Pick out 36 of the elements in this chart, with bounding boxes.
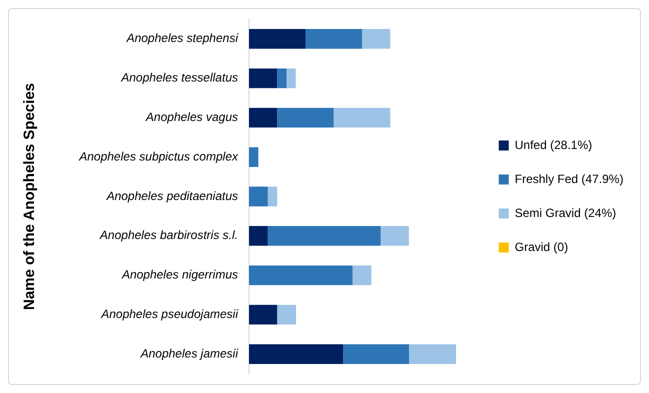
bar [249,226,268,246]
y-tick-label: Anopheles nigerrimus [120,268,238,282]
bar [362,29,390,49]
y-tick-label: Anopheles tessellatus [120,70,238,85]
bar [249,186,268,206]
y-tick-label: Anopheles barbirostris s.l. [98,228,238,242]
y-tick-label: Anopheles vagus [144,110,238,124]
bar [249,344,344,364]
legend-label: Gravid (0) [514,240,568,254]
y-tick-label: Anopheles subpictus complex [78,149,239,164]
bar [249,147,258,167]
bar [277,304,296,325]
bar [277,68,286,88]
bar [268,226,381,246]
bar [343,344,410,364]
bar [306,29,362,49]
bar [409,344,456,364]
y-tick-label: Anopheles pseudojamesii [100,307,238,322]
bar [249,68,278,88]
legend-label: Unfed (28.1%) [514,138,592,152]
bar [277,108,334,128]
y-tick-label: Anopheles stephensi [126,31,238,46]
y-tick-label: Anopheles jamesii [140,346,238,360]
bar [380,226,409,246]
legend-label: Freshly Fed (47.9%) [514,172,624,186]
bar [249,265,353,286]
bar [334,108,390,128]
bar [249,29,306,49]
bar [286,68,296,88]
bar [352,265,372,286]
bar [268,186,278,206]
bar [249,108,278,128]
y-axis-title: Name of the Anopheles Species [21,82,38,310]
bar [249,304,278,325]
y-tick-label: Anopheles peditaeniatus [106,188,238,203]
legend-label: Semi Gravid (24%) [514,206,616,220]
